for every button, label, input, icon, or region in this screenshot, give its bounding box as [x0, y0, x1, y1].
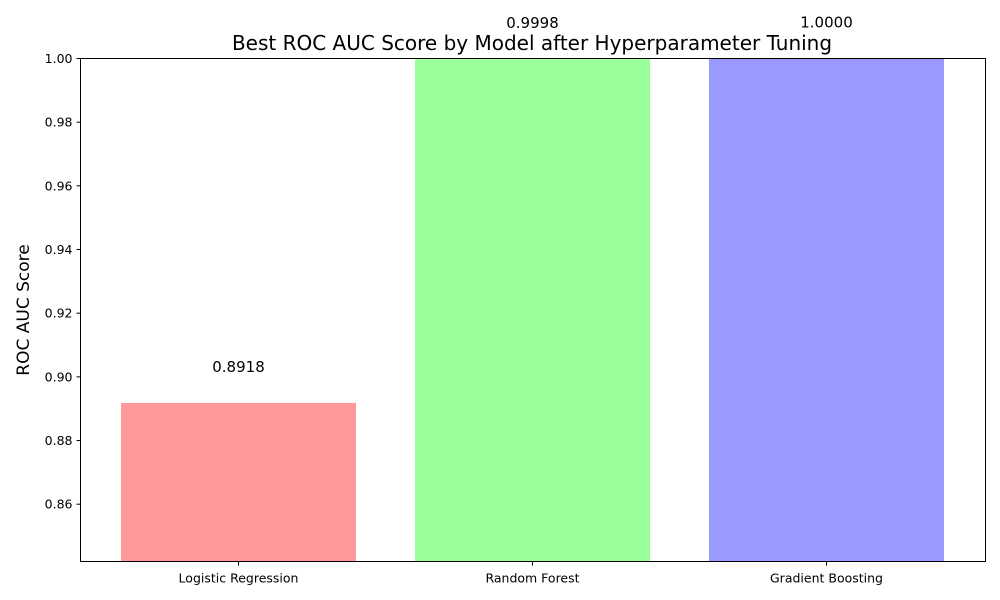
value-label: 1.0000	[800, 14, 853, 32]
bar-logistic-regression	[121, 402, 356, 562]
value-label: 0.8918	[212, 358, 265, 376]
y-tick-label: 0.98	[45, 115, 73, 130]
y-axis-label: ROC AUC Score	[14, 244, 34, 375]
x-tick-label: Random Forest	[485, 571, 579, 586]
y-tick-label: 0.94	[45, 242, 73, 257]
chart-title: Best ROC AUC Score by Model after Hyperp…	[232, 31, 832, 55]
axes-frame	[80, 58, 986, 562]
x-tick-label: Gradient Boosting	[770, 571, 883, 586]
x-tick-label: Logistic Regression	[179, 571, 299, 586]
y-tick-label: 0.90	[45, 369, 73, 384]
y-tick-label: 0.96	[45, 178, 73, 193]
plot-area: 0.8918 Logistic Regression 0.9998 Random Fo…	[45, 14, 944, 586]
bar-random-forest	[415, 59, 650, 562]
value-label: 0.9998	[506, 14, 559, 32]
y-tick-label: 0.92	[45, 306, 73, 321]
y-tick-label: 0.88	[45, 433, 73, 448]
y-tick-label: 0.86	[45, 497, 73, 512]
bar-gradient-boosting	[709, 58, 944, 562]
y-tick-label: 1.00	[45, 51, 73, 66]
